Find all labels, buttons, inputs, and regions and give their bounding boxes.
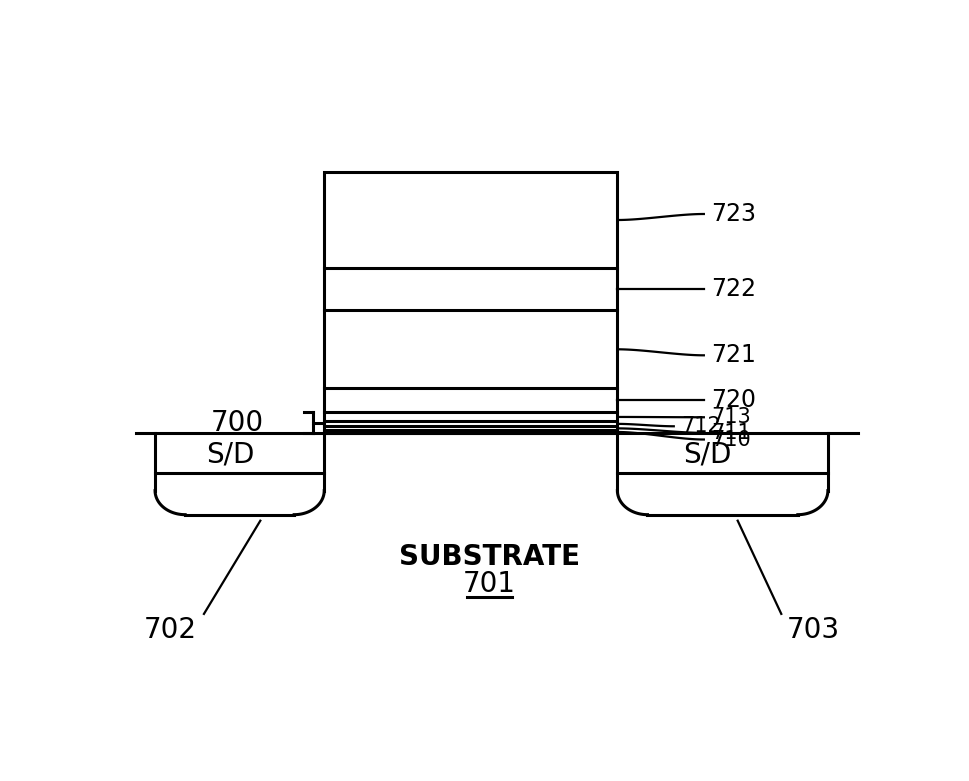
Bar <box>324 172 616 433</box>
Text: S/D: S/D <box>683 440 731 469</box>
Text: S/D: S/D <box>205 440 254 469</box>
Text: 722: 722 <box>710 277 756 301</box>
Text: 723: 723 <box>710 202 756 226</box>
Text: 712: 712 <box>680 416 720 437</box>
Text: 711: 711 <box>710 423 750 443</box>
Text: 700: 700 <box>211 409 265 437</box>
Text: 720: 720 <box>710 388 756 412</box>
Text: 713: 713 <box>710 407 750 427</box>
Text: SUBSTRATE: SUBSTRATE <box>398 543 579 571</box>
Text: 710: 710 <box>710 430 750 450</box>
Text: 702: 702 <box>143 616 197 644</box>
Text: 701: 701 <box>462 570 516 597</box>
Text: 703: 703 <box>786 616 838 644</box>
Text: 721: 721 <box>710 344 756 367</box>
